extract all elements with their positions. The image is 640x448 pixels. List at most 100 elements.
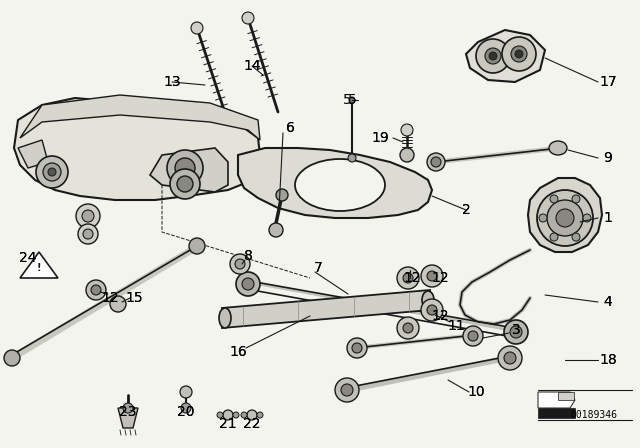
Circle shape xyxy=(421,299,443,321)
Text: 17: 17 xyxy=(599,75,617,89)
Polygon shape xyxy=(18,140,48,168)
Circle shape xyxy=(123,403,133,413)
Text: 12: 12 xyxy=(431,271,449,285)
Circle shape xyxy=(91,285,101,295)
Text: !: ! xyxy=(36,263,41,273)
Circle shape xyxy=(335,378,359,402)
Circle shape xyxy=(572,195,580,203)
Ellipse shape xyxy=(549,141,567,155)
Circle shape xyxy=(191,22,203,34)
Circle shape xyxy=(515,50,523,58)
Circle shape xyxy=(489,52,497,60)
Circle shape xyxy=(401,124,413,136)
Text: 24: 24 xyxy=(19,251,36,265)
Polygon shape xyxy=(538,408,575,418)
Circle shape xyxy=(233,412,239,418)
Circle shape xyxy=(431,157,441,167)
Circle shape xyxy=(583,214,591,222)
Circle shape xyxy=(4,350,20,366)
Circle shape xyxy=(276,189,288,201)
Circle shape xyxy=(352,343,362,353)
Text: 8: 8 xyxy=(244,249,252,263)
Text: 6: 6 xyxy=(285,121,294,135)
Text: 15: 15 xyxy=(125,291,143,305)
Text: 14: 14 xyxy=(243,59,261,73)
Text: 7: 7 xyxy=(314,261,323,275)
Circle shape xyxy=(504,352,516,364)
Circle shape xyxy=(43,163,61,181)
Circle shape xyxy=(257,412,263,418)
Text: 12: 12 xyxy=(431,309,449,323)
Text: 7: 7 xyxy=(314,261,323,275)
Text: 13: 13 xyxy=(163,75,181,89)
Circle shape xyxy=(572,233,580,241)
Circle shape xyxy=(177,176,193,192)
Text: 5: 5 xyxy=(348,93,356,107)
Circle shape xyxy=(235,259,245,269)
Polygon shape xyxy=(528,178,602,252)
Circle shape xyxy=(175,158,195,178)
Text: 2: 2 xyxy=(461,203,470,217)
Circle shape xyxy=(427,305,437,315)
Polygon shape xyxy=(538,392,575,408)
Text: 21: 21 xyxy=(219,417,237,431)
Circle shape xyxy=(556,209,574,227)
Text: 22: 22 xyxy=(243,417,260,431)
Circle shape xyxy=(539,214,547,222)
Circle shape xyxy=(502,37,536,71)
Text: 00189346: 00189346 xyxy=(570,410,618,420)
Circle shape xyxy=(181,403,191,413)
Circle shape xyxy=(269,223,283,237)
Text: 6: 6 xyxy=(285,121,294,135)
Circle shape xyxy=(550,233,558,241)
Text: 3: 3 xyxy=(511,323,520,337)
Circle shape xyxy=(86,280,106,300)
Text: 8: 8 xyxy=(244,249,252,263)
Circle shape xyxy=(400,148,414,162)
Polygon shape xyxy=(222,290,430,328)
Text: 5: 5 xyxy=(343,93,352,107)
Circle shape xyxy=(82,210,94,222)
Text: 21: 21 xyxy=(219,417,237,431)
Circle shape xyxy=(511,46,527,62)
Polygon shape xyxy=(150,148,228,192)
Circle shape xyxy=(397,267,419,289)
Text: 16: 16 xyxy=(229,345,247,359)
Circle shape xyxy=(348,154,356,162)
Text: 23: 23 xyxy=(119,405,137,419)
Text: 11: 11 xyxy=(447,319,465,333)
Polygon shape xyxy=(118,408,138,428)
Text: 19: 19 xyxy=(371,131,389,145)
Text: 17: 17 xyxy=(599,75,617,89)
Text: 12: 12 xyxy=(431,309,449,323)
Circle shape xyxy=(170,169,200,199)
Polygon shape xyxy=(466,30,545,82)
Text: 16: 16 xyxy=(229,345,247,359)
Circle shape xyxy=(189,238,205,254)
Text: 2: 2 xyxy=(461,203,470,217)
Text: 18: 18 xyxy=(599,353,617,367)
Circle shape xyxy=(247,410,257,420)
Text: 12: 12 xyxy=(403,271,421,285)
Text: 20: 20 xyxy=(177,405,195,419)
Circle shape xyxy=(78,224,98,244)
Circle shape xyxy=(427,153,445,171)
Circle shape xyxy=(242,12,254,24)
Circle shape xyxy=(83,229,93,239)
Text: 10: 10 xyxy=(467,385,485,399)
Circle shape xyxy=(341,384,353,396)
Ellipse shape xyxy=(422,291,434,309)
Text: 11: 11 xyxy=(447,319,465,333)
Circle shape xyxy=(230,254,250,274)
Text: 1: 1 xyxy=(604,211,612,225)
Text: 24: 24 xyxy=(19,251,36,265)
Polygon shape xyxy=(238,148,432,218)
Circle shape xyxy=(349,97,355,103)
Text: 9: 9 xyxy=(604,151,612,165)
Circle shape xyxy=(550,195,558,203)
Text: 1: 1 xyxy=(604,211,612,225)
Circle shape xyxy=(110,296,126,312)
Text: 10: 10 xyxy=(467,385,485,399)
Circle shape xyxy=(167,150,203,186)
Circle shape xyxy=(36,156,68,188)
